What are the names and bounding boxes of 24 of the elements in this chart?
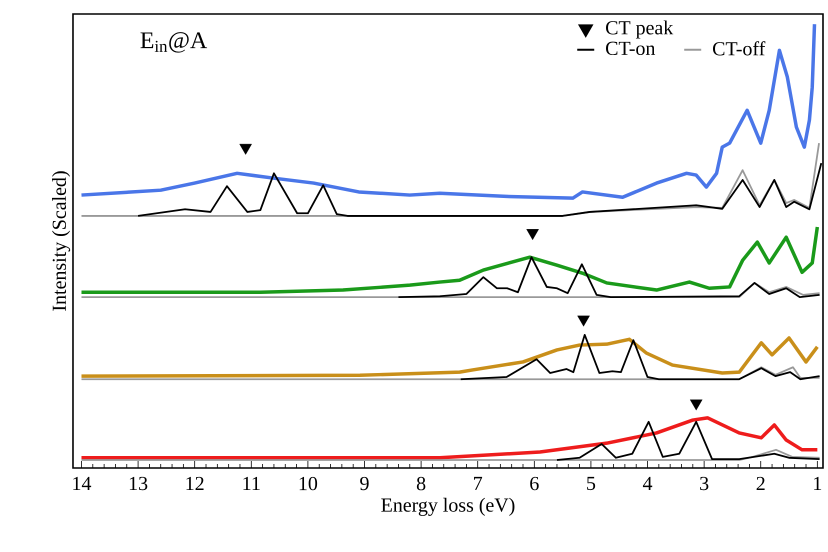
annotation: E$_{in}$@A xyxy=(140,32,208,53)
x-tick-label: 1 xyxy=(814,476,822,490)
x-tick-label: 7 xyxy=(474,476,482,490)
legend-label: CT peak xyxy=(606,20,674,39)
x-tick-label: 4 xyxy=(642,476,652,490)
legend-label: CT-off xyxy=(712,41,766,56)
x-tick-label: 6 xyxy=(530,476,539,490)
x-tick-label: 2 xyxy=(756,476,765,490)
x-tick-label: 8 xyxy=(416,476,426,490)
x-tick-label: 5 xyxy=(587,476,596,490)
x-tick-label: 3 xyxy=(700,476,708,490)
x-tick-label: 12 xyxy=(186,476,204,490)
y-axis-title: Intensity (Scaled) xyxy=(52,171,70,311)
point xyxy=(690,400,702,410)
x-axis-title: Energy loss (eV) xyxy=(381,498,514,516)
point xyxy=(526,229,539,240)
x-tick-label: 9 xyxy=(360,476,369,490)
x-tick-label: 11 xyxy=(243,476,260,490)
point xyxy=(239,144,252,155)
x-tick-label: 13 xyxy=(130,476,148,490)
x-tick-label: 14 xyxy=(73,476,92,490)
x-tick-label: 10 xyxy=(300,476,318,490)
legend-label: CT-on xyxy=(606,42,656,56)
point xyxy=(577,316,590,326)
